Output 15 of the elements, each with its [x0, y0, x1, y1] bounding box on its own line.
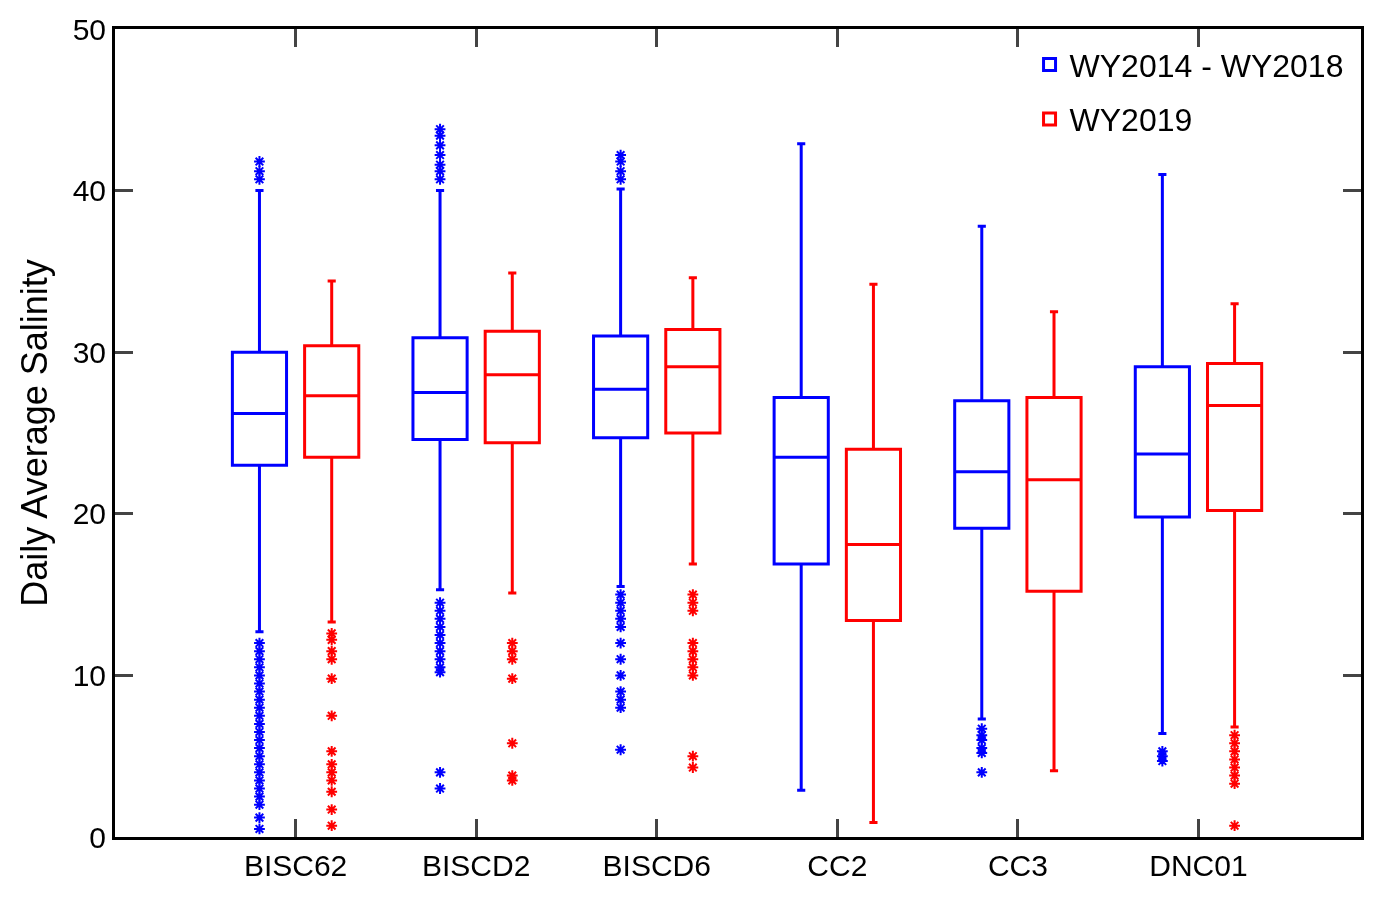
x-tick-label: BISC62 [243, 849, 348, 882]
y-tick-label: 50 [72, 12, 106, 46]
legend-label: WY2019 [1069, 102, 1193, 139]
legend-label: WY2014 - WY2018 [1069, 47, 1344, 84]
y-tick-label: 30 [72, 335, 106, 369]
x-tick-label: BISCD2 [421, 849, 531, 882]
y-tick-label: 20 [72, 497, 106, 531]
x-tick-label: DNC01 [1149, 849, 1248, 882]
y-tick-label: 10 [72, 658, 106, 692]
x-tick-label: CC3 [987, 849, 1048, 882]
y-tick-label: 40 [72, 174, 106, 208]
x-tick-label: CC2 [807, 849, 868, 882]
y-axis-title: Daily Average Salinity [13, 259, 55, 607]
x-tick-label: BISCD6 [602, 849, 711, 882]
y-tick-label: 0 [89, 820, 106, 854]
